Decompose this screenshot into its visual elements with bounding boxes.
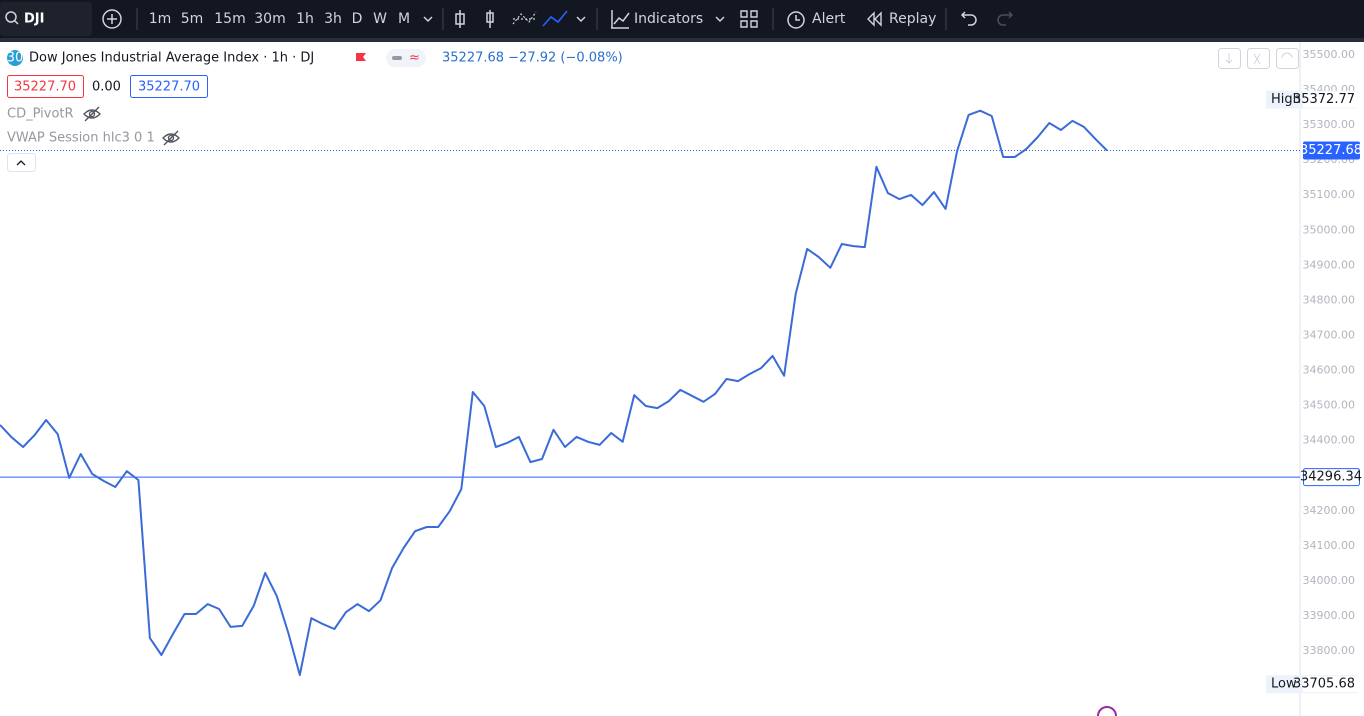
close-value: 35227.70: [138, 80, 200, 95]
collapse-legend[interactable]: [7, 153, 36, 172]
symbol-badge: [7, 50, 23, 66]
hide-icon[interactable]: [83, 106, 101, 122]
collapse-icon: [16, 160, 26, 166]
status-icon: [392, 56, 402, 60]
replay-button[interactable]: Replay: [889, 11, 936, 27]
indicators-menu[interactable]: [715, 16, 725, 23]
chart-style-icons[interactable]: [455, 10, 494, 28]
last-price-tag: [1303, 141, 1360, 160]
redo[interactable]: [997, 11, 1014, 26]
y-tick-label: 34400.00: [1303, 434, 1356, 447]
y-tick-label: 34900.00: [1303, 258, 1356, 271]
high-label: High: [1271, 92, 1301, 107]
timeframe[interactable]: 15m: [214, 11, 245, 27]
low-value-tag: [1303, 676, 1358, 693]
pane-buttons[interactable]: [1218, 48, 1299, 69]
status-icon: ≈: [409, 51, 420, 66]
y-tick-label: 34200.00: [1303, 504, 1356, 517]
y-tick-label: 35500.00: [1303, 48, 1356, 61]
y-tick-label: 34600.00: [1303, 364, 1356, 377]
timeframe[interactable]: 30m: [254, 11, 285, 27]
low-value: 33705.68: [1293, 677, 1355, 692]
study-name[interactable]: VWAP Session hlc3 0 1: [7, 131, 155, 146]
timeframe[interactable]: M: [398, 11, 410, 27]
y-tick-label: 35100.00: [1303, 188, 1356, 201]
y-tick-label: 33900.00: [1303, 609, 1356, 622]
status-pill[interactable]: [386, 49, 426, 67]
timeframe[interactable]: 1h: [296, 11, 314, 27]
y-tick-label: 34700.00: [1303, 329, 1356, 342]
symbol-title: Dow Jones Industrial Average Index · 1h …: [29, 51, 314, 66]
alert-icon: [795, 15, 800, 21]
flag[interactable]: [356, 53, 366, 61]
toolbar: [0, 0, 1364, 38]
open-value: 35227.70: [14, 80, 76, 95]
symbol[interactable]: DJI: [24, 12, 44, 27]
event-marker[interactable]: [1097, 706, 1117, 716]
last-price-label: 35227.68: [1300, 143, 1362, 158]
alert-icon[interactable]: [787, 11, 805, 29]
timeframe[interactable]: 5m: [181, 11, 204, 27]
high-value: 35372.77: [1293, 92, 1355, 107]
y-tick-label: 34100.00: [1303, 539, 1356, 552]
y-tick-label: 35000.00: [1303, 223, 1356, 236]
timeframe[interactable]: D: [352, 11, 363, 27]
style-menu[interactable]: [576, 16, 586, 23]
alert-button[interactable]: Alert: [812, 11, 846, 27]
undo[interactable]: [960, 11, 977, 26]
indicators-icon[interactable]: [611, 10, 630, 29]
add-symbol[interactable]: [102, 9, 122, 29]
y-tick-label: 34800.00: [1303, 293, 1356, 306]
toolbar-border: [0, 38, 1364, 42]
timeframe[interactable]: 1m: [149, 11, 172, 27]
close-box: [130, 75, 208, 98]
y-tick-label: 34000.00: [1303, 574, 1356, 587]
search-icon: [5, 11, 17, 23]
line-style-icon[interactable]: [542, 10, 568, 27]
y-tick-label: 35300.00: [1303, 118, 1356, 131]
open-box: [7, 75, 84, 98]
symbol-search[interactable]: [0, 2, 92, 36]
layout-icon[interactable]: [740, 10, 758, 28]
y-tick-label: 33800.00: [1303, 644, 1356, 657]
indicators-button[interactable]: Indicators: [634, 11, 703, 27]
high-value-tag: [1303, 91, 1358, 108]
y-tick-label: 34500.00: [1303, 399, 1356, 412]
chart-style-icon[interactable]: [512, 11, 537, 25]
hline-tag: [1303, 468, 1360, 487]
timeframe-menu[interactable]: [423, 16, 433, 23]
replay-icon[interactable]: [867, 11, 882, 27]
hline-label: 34296.34: [1300, 470, 1362, 485]
hide-icon[interactable]: [162, 130, 180, 146]
low-label: Low: [1271, 677, 1297, 692]
search-icon: [13, 19, 19, 25]
symbol-badge-text: 30: [7, 51, 24, 66]
study-name[interactable]: CD_PivotR: [7, 107, 74, 122]
price-line: [0, 109, 1108, 676]
quote: 35227.68 −27.92 (−0.08%): [442, 51, 623, 66]
timeframe[interactable]: W: [373, 11, 387, 27]
add-symbol-icon: [107, 14, 117, 24]
change-value: 0.00: [92, 80, 121, 95]
timeframe[interactable]: 3h: [324, 11, 342, 27]
